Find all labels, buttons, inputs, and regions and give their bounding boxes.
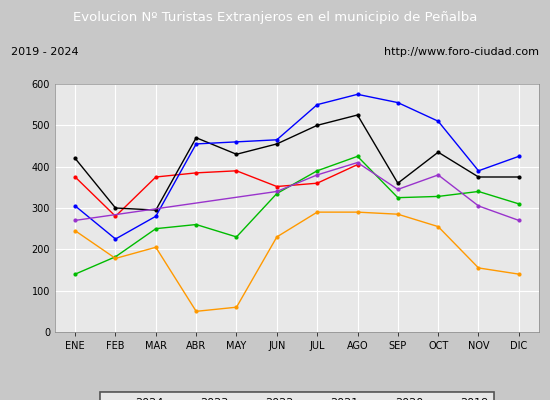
Text: http://www.foro-ciudad.com: http://www.foro-ciudad.com (384, 47, 539, 57)
Text: Evolucion Nº Turistas Extranjeros en el municipio de Peñalba: Evolucion Nº Turistas Extranjeros en el … (73, 12, 477, 24)
Text: 2019 - 2024: 2019 - 2024 (11, 47, 79, 57)
Legend: 2024, 2023, 2022, 2021, 2020, 2019: 2024, 2023, 2022, 2021, 2020, 2019 (101, 392, 493, 400)
